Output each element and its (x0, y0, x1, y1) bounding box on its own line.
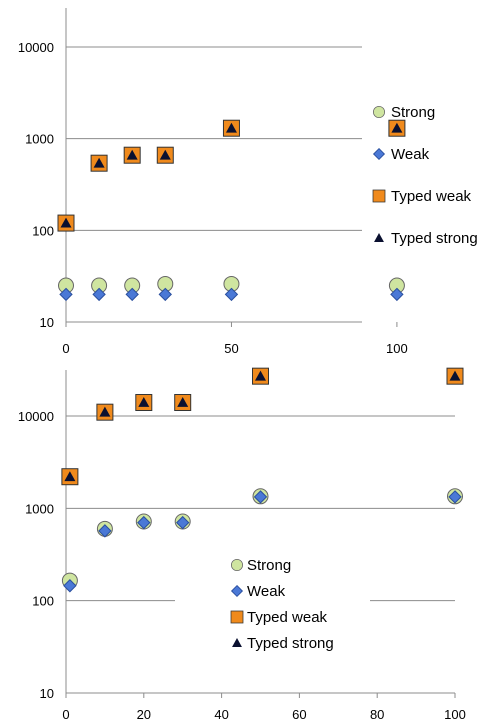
data-point (126, 149, 138, 160)
series-weak (63, 490, 462, 593)
legend-label: Weak (391, 146, 430, 163)
legend-diamond-icon (230, 584, 244, 598)
legend-label: Typed strong (391, 230, 478, 247)
data-point (64, 471, 76, 482)
data-point (175, 515, 190, 530)
legend-marker (372, 147, 386, 161)
data-point (125, 287, 139, 302)
data-point (137, 515, 151, 530)
series-typed-weak (61, 367, 464, 486)
x-tick-label: 20 (137, 707, 151, 722)
data-point (59, 287, 73, 302)
legend: Strong Weak Typed weak Typed strong (372, 104, 478, 247)
y-tick-label: 10 (40, 686, 54, 701)
data-point (390, 287, 404, 302)
data-point (92, 287, 106, 302)
legend-square-icon (230, 610, 244, 624)
chart-2: 10 100 1000 10000 0 20 40 60 80 100 Strong Weak Type… (18, 367, 466, 722)
data-point (158, 287, 172, 302)
data-point (159, 149, 171, 160)
legend-triangle-icon (374, 233, 384, 242)
legend-marker (230, 584, 244, 598)
x-tick-label: 50 (224, 341, 238, 356)
legend-label: Weak (247, 583, 286, 600)
legend-triangle-icon (232, 638, 242, 647)
legend-square-icon (372, 189, 386, 203)
legend-marker (230, 610, 244, 624)
legend-marker (373, 106, 385, 118)
legend-label: Typed weak (247, 609, 328, 626)
data-point (138, 397, 150, 407)
data-point (93, 157, 105, 168)
data-point (255, 370, 266, 381)
chart-1: 10 100 1000 10000 0 50 100 Strong Weak Typed weak… (18, 8, 478, 356)
data-point (60, 217, 72, 228)
data-point (448, 490, 462, 504)
data-point (391, 122, 403, 133)
data-point (449, 370, 461, 381)
x-tick-label: 100 (444, 707, 466, 722)
y-tick-label: 10 (40, 315, 54, 330)
data-point (177, 397, 189, 407)
y-tick-label: 1000 (25, 501, 54, 516)
series-typed-strong (64, 370, 461, 482)
data-point (224, 287, 239, 302)
x-tick-label: 0 (62, 341, 69, 356)
x-tick-label: 60 (292, 707, 306, 722)
legend-marker (372, 189, 386, 203)
legend-marker (232, 638, 242, 647)
legend-circle-icon (231, 559, 243, 571)
data-point (253, 490, 268, 504)
data-point (99, 406, 111, 417)
y-tick-label: 1000 (25, 132, 54, 147)
legend-marker (374, 233, 384, 242)
y-tick-label: 100 (32, 594, 54, 609)
legend-label: Typed strong (247, 635, 334, 652)
series-typed-weak (57, 119, 406, 232)
y-tick-label: 100 (32, 223, 54, 238)
series-typed-strong (60, 122, 403, 228)
legend-label: Strong (391, 104, 435, 121)
y-tick-label: 10000 (18, 40, 54, 55)
legend-circle-icon (373, 106, 385, 118)
legend-marker (231, 559, 243, 571)
x-tick-label: 100 (386, 341, 408, 356)
series-weak (59, 287, 404, 302)
x-tick-label: 80 (370, 707, 384, 722)
data-point (98, 524, 112, 538)
legend: Strong Weak Typed weak Typed strong (230, 557, 334, 652)
legend-diamond-icon (372, 147, 386, 161)
legend-label: Strong (247, 557, 291, 574)
y-tick-label: 10000 (18, 409, 54, 424)
x-tick-label: 40 (214, 707, 228, 722)
legend-label: Typed weak (391, 188, 472, 205)
x-tick-label: 0 (62, 707, 69, 722)
data-point (225, 122, 237, 133)
data-point (63, 579, 77, 593)
